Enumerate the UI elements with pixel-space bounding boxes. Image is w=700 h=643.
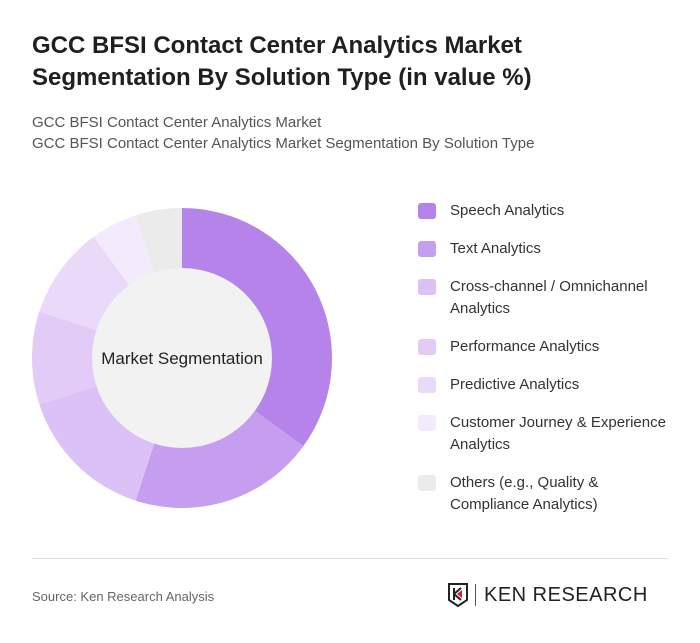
legend-item: Predictive Analytics (418, 374, 678, 396)
legend-item: Performance Analytics (418, 336, 678, 358)
chart-title: GCC BFSI Contact Center Analytics Market… (32, 32, 532, 91)
logo-text: KEN RESEARCH (484, 583, 648, 606)
ken-research-logo: KEN RESEARCH (447, 582, 648, 608)
center-label: Market Segmentation (101, 349, 263, 368)
legend-label: Predictive Analytics (450, 376, 580, 393)
legend-item: Text Analytics (418, 238, 678, 260)
legend-label: Others (e.g., Quality & Compliance Analy… (450, 474, 599, 513)
legend-label: Performance Analytics (450, 338, 600, 355)
donut-center (92, 268, 272, 448)
legend-swatch (418, 377, 436, 393)
legend-label: Speech Analytics (450, 202, 565, 219)
legend-swatch (418, 415, 436, 431)
legend-swatch (418, 279, 436, 295)
legend-item: Customer Journey & Experience Analytics (418, 412, 678, 456)
legend-swatch (418, 203, 436, 219)
legend: Speech Analytics Text Analytics Cross-chan… (418, 200, 678, 532)
legend-label: Cross-channel / Omnichannel Analytics (450, 278, 648, 317)
legend-label: Text Analytics (450, 240, 541, 257)
legend-swatch (418, 241, 436, 257)
subtitle-line-2: GCC BFSI Contact Center Analytics Market… (32, 135, 535, 152)
legend-item: Others (e.g., Quality & Compliance Analy… (418, 472, 678, 516)
legend-swatch (418, 339, 436, 355)
legend-label: Customer Journey & Experience Analytics (450, 414, 666, 453)
source-note: Source: Ken Research Analysis (32, 589, 215, 604)
divider (32, 558, 668, 559)
legend-item: Speech Analytics (418, 200, 678, 222)
subtitle-line-1: GCC BFSI Contact Center Analytics Market (32, 114, 322, 131)
logo-shield-icon (448, 583, 468, 608)
legend-swatch (418, 475, 436, 491)
legend-item: Cross-channel / Omnichannel Analytics (418, 276, 678, 320)
